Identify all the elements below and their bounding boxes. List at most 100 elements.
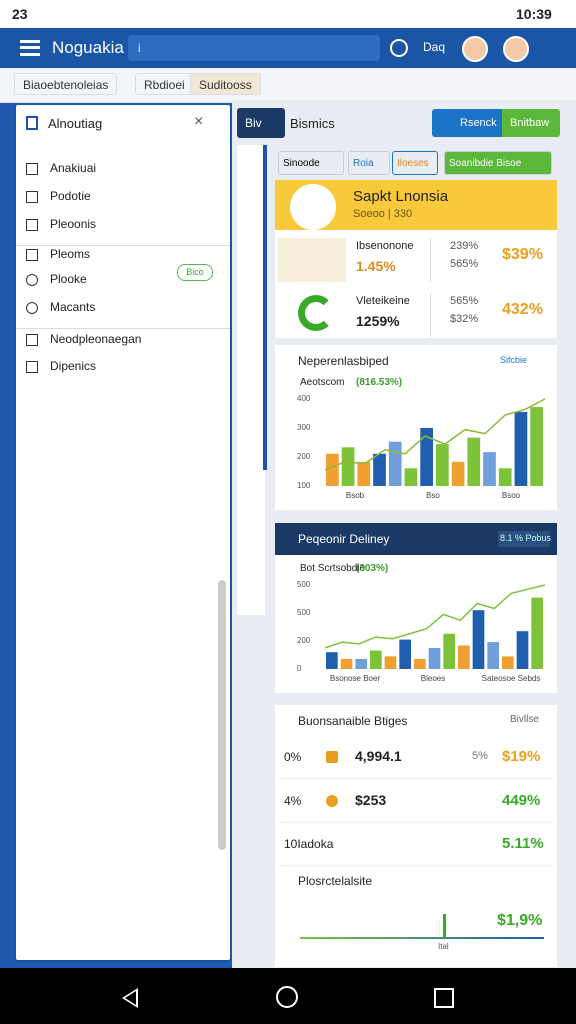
bar (498, 468, 512, 486)
y-label: 400 (297, 394, 311, 403)
chart: 400 300 200 100 Bsob Bso Bsoo (297, 394, 546, 500)
avatar[interactable] (462, 36, 488, 62)
list-footer: Plosrctelalsite (298, 874, 373, 888)
stat-a: 565% (450, 295, 479, 307)
badge: Bico (177, 264, 213, 281)
divider (278, 865, 554, 866)
drawer-item[interactable]: Plooke (50, 272, 87, 286)
filter-chip[interactable]: Soanibdie Bisoe (444, 151, 552, 175)
drawer-item[interactable]: Pleoms (50, 247, 91, 261)
drawer-icon (26, 116, 38, 130)
drawer-item[interactable]: Neodpleonaegan (50, 332, 142, 346)
x-label: Bleoes (421, 674, 445, 683)
footer-axis: Ital (438, 942, 449, 951)
bar (326, 652, 338, 669)
bar (487, 642, 499, 669)
trend-line (324, 584, 546, 649)
filter-chip[interactable]: Sinoode (278, 151, 344, 175)
bar (373, 453, 386, 486)
avatar[interactable] (503, 36, 529, 62)
nav-recent[interactable] (434, 988, 454, 1008)
trend-line (324, 398, 546, 471)
x-label: Bsob (346, 491, 365, 500)
drawer-icon (26, 249, 38, 261)
drawer-icon (26, 274, 38, 286)
drawer (16, 105, 230, 960)
bar (467, 437, 481, 486)
row-a: 10Iadoka (284, 837, 334, 851)
stat-b: $32% (450, 313, 479, 325)
row-b: $253 (355, 792, 387, 808)
menu-icon[interactable] (20, 40, 40, 56)
list-card (275, 705, 557, 967)
footer-line (300, 937, 544, 939)
y-label: 100 (297, 481, 311, 490)
tab[interactable]: Rbdioei (135, 73, 194, 95)
drawer-item[interactable]: Macants (50, 300, 96, 314)
row-a: 0% (284, 750, 302, 764)
btn-secondary[interactable]: Bnitbaw (502, 109, 560, 137)
panel-title: Bismics (290, 116, 335, 131)
drawer-item[interactable]: Anakiuai (50, 161, 97, 175)
drawer-icon (26, 361, 38, 373)
divider (16, 328, 230, 329)
bar (436, 444, 449, 486)
drawer-item[interactable]: Podotie (50, 189, 91, 203)
bar (531, 597, 543, 669)
stat-c: 432% (502, 301, 543, 318)
chart-subtitle: Aeotscom (300, 377, 345, 388)
y-label: 200 (297, 452, 311, 461)
x-label: Sateosoe Sebds (482, 674, 541, 683)
list-tag: Bivllse (510, 714, 539, 725)
drawer-icon (26, 163, 38, 175)
chart-highlight: (816.53%) (356, 377, 403, 388)
stat-value: 1259% (356, 313, 400, 329)
chart-tag: 8.1 % Pobus (498, 531, 551, 547)
nav-home[interactable] (276, 986, 298, 1008)
drawer-icon (26, 191, 38, 203)
row-d: 5.11% (502, 835, 544, 852)
filter-chip[interactable]: Iloeses (392, 151, 438, 175)
row-c: 5% (472, 750, 488, 762)
divider (16, 245, 230, 246)
bar (530, 407, 543, 486)
scrollbar (218, 580, 226, 850)
profile-name: Sapkt Lnonsia (353, 188, 449, 205)
panel-tab[interactable]: Biv (237, 108, 285, 138)
bar (357, 461, 371, 486)
divider (278, 778, 554, 779)
stat-c: $39% (502, 246, 543, 263)
bar (443, 633, 455, 669)
chart: 500 500 200 0 Bsonose Boer Bleoes Sateosoe Seb… (297, 580, 546, 683)
stat-b: 565% (450, 258, 479, 270)
drawer-item[interactable]: Pleoonis (50, 217, 97, 231)
close[interactable]: × (194, 113, 204, 130)
chart-title: Peqeonir Deliney (298, 532, 390, 546)
stat-label: Vleteikeine (356, 295, 410, 307)
nav-back-inner[interactable] (125, 991, 136, 1005)
drawer-title: Alnoutiag (48, 116, 103, 131)
bar (514, 411, 528, 486)
row-b: 4,994.1 (355, 748, 402, 764)
bar (483, 452, 496, 486)
donut (298, 295, 334, 331)
btn-primary[interactable]: Rsenck (432, 109, 502, 137)
stat-a: 239% (450, 240, 479, 252)
row-a: 4% (284, 794, 302, 808)
filter-chip[interactable]: Roia (348, 151, 390, 175)
drawer-item[interactable]: Dipenics (50, 359, 97, 373)
stat-value: 1.45% (356, 258, 396, 274)
tab[interactable]: Biaoebtenoleias (14, 73, 118, 95)
drawer-icon (26, 334, 38, 346)
status-bar (0, 0, 576, 28)
y-label: 500 (297, 580, 311, 589)
search-icon[interactable] (390, 39, 408, 57)
x-label: Bsonose Boer (330, 674, 381, 683)
search-field[interactable]: i (128, 35, 380, 61)
stat-label: Ibsenonone (356, 240, 414, 252)
chart-highlight: (303%) (356, 563, 389, 574)
divider (278, 822, 554, 823)
tab[interactable]: Suditooss (190, 73, 261, 95)
bar (340, 658, 353, 669)
y-label: 0 (297, 664, 302, 673)
